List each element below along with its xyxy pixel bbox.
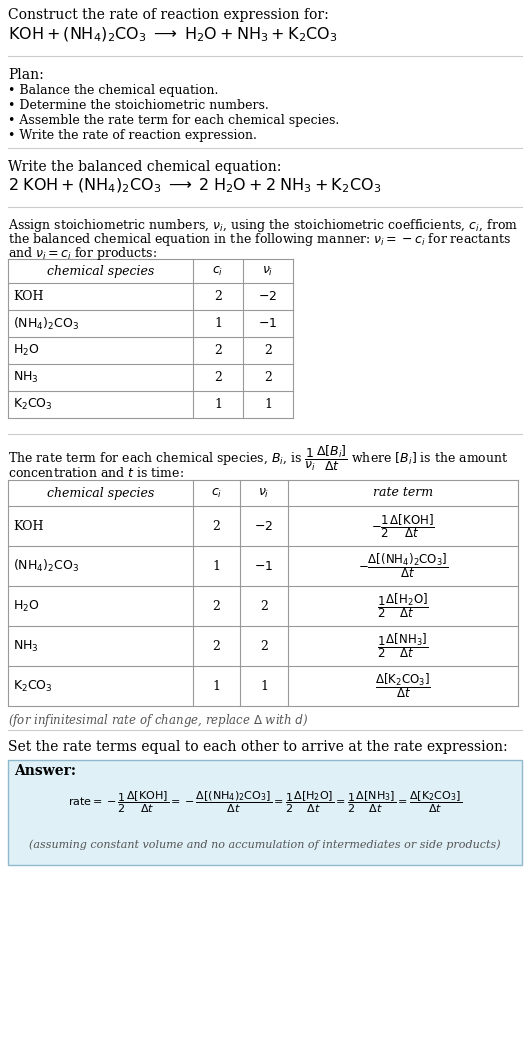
Text: 2: 2 (213, 639, 220, 653)
Text: chemical species: chemical species (47, 486, 154, 500)
Text: $(\mathrm{NH_4})_2\mathrm{CO_3}$: $(\mathrm{NH_4})_2\mathrm{CO_3}$ (13, 316, 79, 332)
Text: Write the balanced chemical equation:: Write the balanced chemical equation: (8, 160, 281, 174)
Text: $\dfrac{\Delta[\mathrm{K_2CO_3}]}{\Delta t}$: $\dfrac{\Delta[\mathrm{K_2CO_3}]}{\Delta… (375, 672, 431, 701)
Text: $-2$: $-2$ (254, 520, 273, 532)
Text: • Write the rate of reaction expression.: • Write the rate of reaction expression. (8, 129, 257, 142)
Text: 1: 1 (264, 397, 272, 411)
Text: 2: 2 (264, 371, 272, 384)
Text: $\dfrac{1}{2}\dfrac{\Delta[\mathrm{H_2O}]}{\Delta t}$: $\dfrac{1}{2}\dfrac{\Delta[\mathrm{H_2O}… (377, 592, 429, 620)
Text: $\nu_i$: $\nu_i$ (258, 486, 270, 500)
Text: 2: 2 (214, 290, 222, 303)
Text: 1: 1 (214, 317, 222, 329)
Text: $\mathrm{K_2CO_3}$: $\mathrm{K_2CO_3}$ (13, 679, 53, 693)
Text: $(\mathrm{NH_4})_2\mathrm{CO_3}$: $(\mathrm{NH_4})_2\mathrm{CO_3}$ (13, 558, 79, 574)
Text: KOH: KOH (13, 290, 43, 303)
Text: KOH: KOH (13, 520, 43, 532)
Text: and $\nu_i = c_i$ for products:: and $\nu_i = c_i$ for products: (8, 245, 157, 262)
Text: $c_i$: $c_i$ (211, 486, 222, 500)
Text: 2: 2 (260, 599, 268, 613)
Text: 2: 2 (214, 344, 222, 357)
Text: $\mathrm{H_2O}$: $\mathrm{H_2O}$ (13, 598, 40, 614)
Text: $-1$: $-1$ (254, 560, 273, 572)
Text: 1: 1 (260, 680, 268, 692)
Text: $\dfrac{1}{2}\dfrac{\Delta[\mathrm{NH_3}]}{\Delta t}$: $\dfrac{1}{2}\dfrac{\Delta[\mathrm{NH_3}… (377, 632, 429, 660)
Text: $c_i$: $c_i$ (213, 265, 224, 277)
Text: $\mathrm{NH_3}$: $\mathrm{NH_3}$ (13, 370, 39, 385)
FancyBboxPatch shape (8, 760, 522, 865)
Text: Assign stoichiometric numbers, $\nu_i$, using the stoichiometric coefficients, $: Assign stoichiometric numbers, $\nu_i$, … (8, 217, 518, 234)
Text: Set the rate terms equal to each other to arrive at the rate expression:: Set the rate terms equal to each other t… (8, 740, 508, 754)
Text: Construct the rate of reaction expression for:: Construct the rate of reaction expressio… (8, 8, 329, 22)
Text: $\mathrm{NH_3}$: $\mathrm{NH_3}$ (13, 638, 39, 654)
Text: • Determine the stoichiometric numbers.: • Determine the stoichiometric numbers. (8, 99, 269, 112)
Text: $-1$: $-1$ (259, 317, 278, 329)
Text: • Balance the chemical equation.: • Balance the chemical equation. (8, 84, 218, 97)
Text: Plan:: Plan: (8, 68, 44, 82)
Text: (for infinitesimal rate of change, replace $\Delta$ with $d$): (for infinitesimal rate of change, repla… (8, 712, 308, 729)
Text: (assuming constant volume and no accumulation of intermediates or side products): (assuming constant volume and no accumul… (29, 840, 501, 850)
Text: 1: 1 (213, 560, 220, 572)
Text: concentration and $t$ is time:: concentration and $t$ is time: (8, 467, 184, 480)
Text: chemical species: chemical species (47, 265, 154, 277)
Text: rate term: rate term (373, 486, 433, 500)
Text: 1: 1 (214, 397, 222, 411)
Text: Answer:: Answer: (14, 764, 76, 778)
Text: 2: 2 (264, 344, 272, 357)
Text: 1: 1 (213, 680, 220, 692)
Text: the balanced chemical equation in the following manner: $\nu_i = -c_i$ for react: the balanced chemical equation in the fo… (8, 231, 511, 248)
Text: $-\dfrac{1}{2}\dfrac{\Delta[\mathrm{KOH}]}{\Delta t}$: $-\dfrac{1}{2}\dfrac{\Delta[\mathrm{KOH}… (371, 513, 435, 540)
Text: $\mathrm{2\;KOH + (NH_4)_2CO_3 \;\longrightarrow\; 2\;H_2O + 2\;NH_3 + K_2CO_3}$: $\mathrm{2\;KOH + (NH_4)_2CO_3 \;\longri… (8, 177, 381, 196)
Text: The rate term for each chemical species, $B_i$, is $\dfrac{1}{\nu_i}\dfrac{\Delt: The rate term for each chemical species,… (8, 444, 509, 473)
Text: $\mathrm{KOH + (NH_4)_2CO_3 \;\longrightarrow\; H_2O + NH_3 + K_2CO_3}$: $\mathrm{KOH + (NH_4)_2CO_3 \;\longright… (8, 26, 338, 44)
Text: $\mathrm{rate} = -\dfrac{1}{2}\dfrac{\Delta[\mathrm{KOH}]}{\Delta t} = -\dfrac{\: $\mathrm{rate} = -\dfrac{1}{2}\dfrac{\De… (68, 790, 462, 815)
Text: 2: 2 (213, 520, 220, 532)
Text: $\mathrm{K_2CO_3}$: $\mathrm{K_2CO_3}$ (13, 396, 53, 412)
Text: 2: 2 (213, 599, 220, 613)
Text: $-2$: $-2$ (259, 290, 278, 303)
Text: $-\dfrac{\Delta[(\mathrm{NH_4})_2\mathrm{CO_3}]}{\Delta t}$: $-\dfrac{\Delta[(\mathrm{NH_4})_2\mathrm… (358, 551, 448, 581)
Text: • Assemble the rate term for each chemical species.: • Assemble the rate term for each chemic… (8, 114, 339, 127)
Text: $\nu_i$: $\nu_i$ (262, 265, 273, 277)
Text: 2: 2 (260, 639, 268, 653)
Text: 2: 2 (214, 371, 222, 384)
Text: $\mathrm{H_2O}$: $\mathrm{H_2O}$ (13, 343, 40, 358)
